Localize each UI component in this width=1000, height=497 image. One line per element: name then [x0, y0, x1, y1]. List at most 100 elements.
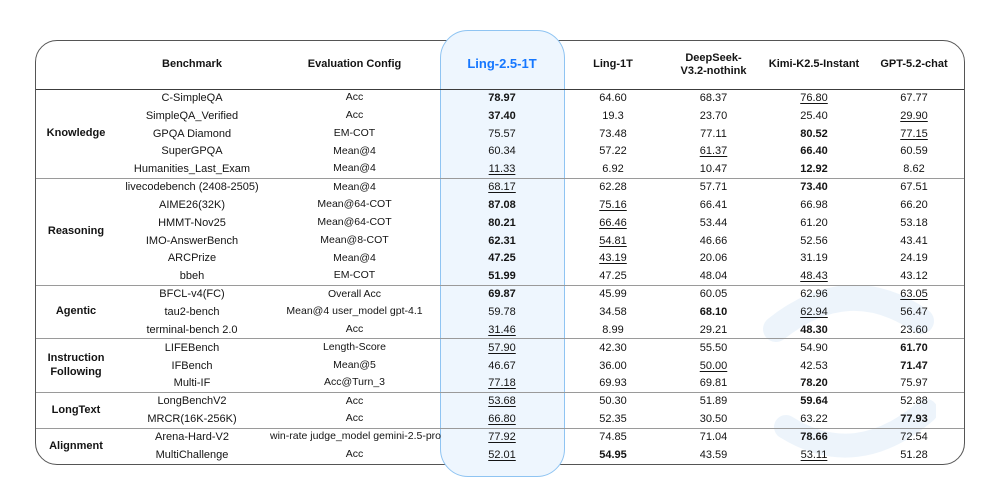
score-cell: 43.59: [699, 448, 728, 461]
score-cell: 56.47: [900, 306, 928, 318]
ling-2-5-1t-score-cell: 62.31: [488, 234, 516, 247]
col-header-deepseek-v3-2-nothink: DeepSeek- V3.2-nothink: [663, 41, 764, 90]
benchmark-cell: SimpleQA_Verified: [145, 109, 239, 122]
benchmark-cell: livecodebench (2408-2505): [125, 181, 259, 194]
score-cell: 63.05: [900, 288, 928, 301]
ling-2-5-1t-score-cell: 46.67: [488, 359, 516, 372]
score-cell: 68.37: [699, 92, 728, 105]
evaluation-config-cell: Mean@64-COT: [317, 216, 392, 229]
ling-2-5-1t-score-cell: 77.92: [488, 431, 516, 444]
table-row: Reasoning livecodebench (2408-2505) Mean@4…: [36, 178, 964, 286]
evaluation-config-cell: Acc: [345, 108, 364, 121]
score-cell: 68.10: [699, 306, 728, 318]
score-cell: 34.58: [599, 306, 627, 318]
score-cell: 6.92: [563, 160, 663, 179]
benchmark-cell: terminal-bench 2.0: [116, 320, 268, 340]
score-cell: 43.19: [599, 252, 627, 265]
score-cell: 53.11: [800, 448, 828, 461]
table-row: Multi-IF Acc@Turn_3 77.18 69.93 69.81 78.20 75…: [36, 374, 964, 393]
benchmark-cell: LIFEBench: [164, 341, 220, 354]
table-row: ARCPrize Mean@4 47.25 43.19 20.06 31.19 24.19: [36, 250, 964, 268]
table-row: IFBench Mean@5 46.67 36.00 50.00 42.53 71.47: [36, 357, 964, 375]
score-cell: 52.56: [800, 234, 828, 247]
score-cell: 53.44: [699, 216, 728, 229]
score-cell: 63.22: [764, 410, 864, 429]
score-cell: 60.59: [900, 145, 928, 158]
col-header-kimi-k2-5-instant: Kimi-K2.5-Instant: [764, 41, 864, 90]
table-row: tau2-bench Mean@4 user_model gpt-4.1 59.78…: [36, 303, 964, 321]
evaluation-config-cell: Mean@4: [333, 251, 376, 264]
table-row: terminal-bench 2.0 Acc 31.46 8.99 29.21 48.30…: [36, 320, 964, 340]
score-cell: 54.81: [599, 234, 627, 247]
score-cell: 54.90: [800, 341, 828, 354]
score-cell: 43.12: [864, 267, 964, 286]
ling-2-5-1t-score-cell: 66.80: [441, 410, 563, 429]
category-cell: Knowledge: [36, 89, 116, 179]
ling-2-5-1t-score-cell: 78.97: [488, 92, 516, 105]
table-row: AIME26(32K) Mean@64-COT 87.08 75.16 66.41 66.…: [36, 196, 964, 214]
score-cell: 54.95: [599, 448, 627, 461]
col-header-evaluation-config: Evaluation Config: [268, 41, 441, 90]
score-cell: 50.30: [599, 395, 627, 408]
score-cell: 62.96: [800, 288, 828, 301]
table-row: MultiChallenge Acc 52.01 54.95 43.59 53.11 51.…: [36, 446, 964, 464]
score-cell: 67.51: [900, 181, 928, 194]
score-cell: 45.99: [599, 288, 627, 301]
score-cell: 69.81: [663, 374, 764, 393]
score-cell: 66.98: [800, 198, 828, 211]
table-body: Knowledge C-SimpleQA Acc 78.97 64.60 68.37 76.…: [36, 89, 964, 464]
benchmark-cell: Multi-IF: [116, 374, 268, 393]
score-cell: 47.25: [563, 267, 663, 286]
table-row: MRCR(16K-256K) Acc 66.80 52.35 30.50 63.22 77.…: [36, 410, 964, 429]
score-cell: 50.00: [699, 359, 728, 372]
ling-2-5-1t-score-cell: 77.18: [441, 374, 563, 393]
score-cell: 48.04: [663, 267, 764, 286]
benchmark-cell: LongBenchV2: [157, 395, 227, 408]
table-row: SimpleQA_Verified Acc 37.40 19.3 23.70 25.40 2…: [36, 107, 964, 125]
score-cell: 20.06: [699, 252, 728, 265]
ling-2-5-1t-score-cell: 37.40: [488, 109, 516, 122]
score-cell: 76.80: [800, 92, 828, 105]
score-cell: 31.19: [800, 252, 828, 265]
table-row: LongText LongBenchV2 Acc 53.68 50.30 51.89 59.…: [36, 392, 964, 429]
score-cell: 80.52: [800, 127, 828, 140]
category-cell: Instruction Following: [36, 338, 116, 393]
score-cell: 69.93: [563, 374, 663, 393]
benchmark-cell: bbeh: [116, 267, 268, 286]
score-cell: 19.3: [602, 109, 624, 122]
table-row: IMO-AnswerBench Mean@8-COT 62.31 54.81 46.66…: [36, 232, 964, 250]
score-cell: 78.66: [800, 431, 828, 444]
table-row: bbeh EM-COT 51.99 47.25 48.04 48.43 43.12: [36, 267, 964, 286]
ling-2-5-1t-score-cell: 47.25: [488, 252, 516, 265]
evaluation-config-cell: Acc@Turn_3: [268, 374, 441, 393]
score-cell: 71.47: [900, 359, 928, 372]
score-cell: 55.50: [699, 341, 728, 354]
score-cell: 24.19: [900, 252, 928, 265]
score-cell: 46.66: [699, 234, 728, 247]
evaluation-config-cell: Mean@4: [333, 144, 376, 157]
score-cell: 61.37: [699, 145, 728, 158]
col-header-benchmark: Benchmark: [116, 41, 268, 90]
benchmark-cell: Arena-Hard-V2: [155, 431, 229, 444]
evaluation-config-cell: Overall Acc: [327, 287, 382, 300]
score-cell: 51.28: [900, 448, 928, 461]
benchmark-cell: BFCL-v4(FC): [159, 288, 225, 301]
ling-2-5-1t-score-cell: 69.87: [488, 288, 516, 301]
score-cell: 8.62: [864, 160, 964, 179]
score-cell: 36.00: [599, 359, 627, 372]
table-row: HMMT-Nov25 Mean@64-COT 80.21 66.46 53.44 61.2…: [36, 214, 964, 232]
score-cell: 66.40: [800, 145, 828, 158]
score-cell: 23.60: [864, 320, 964, 340]
ling-2-5-1t-score-cell: 80.21: [488, 216, 516, 229]
ling-2-5-1t-score-cell: 31.46: [441, 320, 563, 340]
score-cell: 30.50: [663, 410, 764, 429]
score-cell: 42.30: [599, 341, 627, 354]
score-cell: 42.53: [800, 359, 828, 372]
category-cell: LongText: [36, 392, 116, 429]
col-header-ling-1t: Ling-1T: [563, 41, 663, 90]
score-cell: 52.35: [563, 410, 663, 429]
ling-2-5-1t-score-cell: 52.01: [488, 448, 516, 461]
evaluation-config-cell: EM-COT: [268, 267, 441, 286]
score-cell: 78.20: [764, 374, 864, 393]
